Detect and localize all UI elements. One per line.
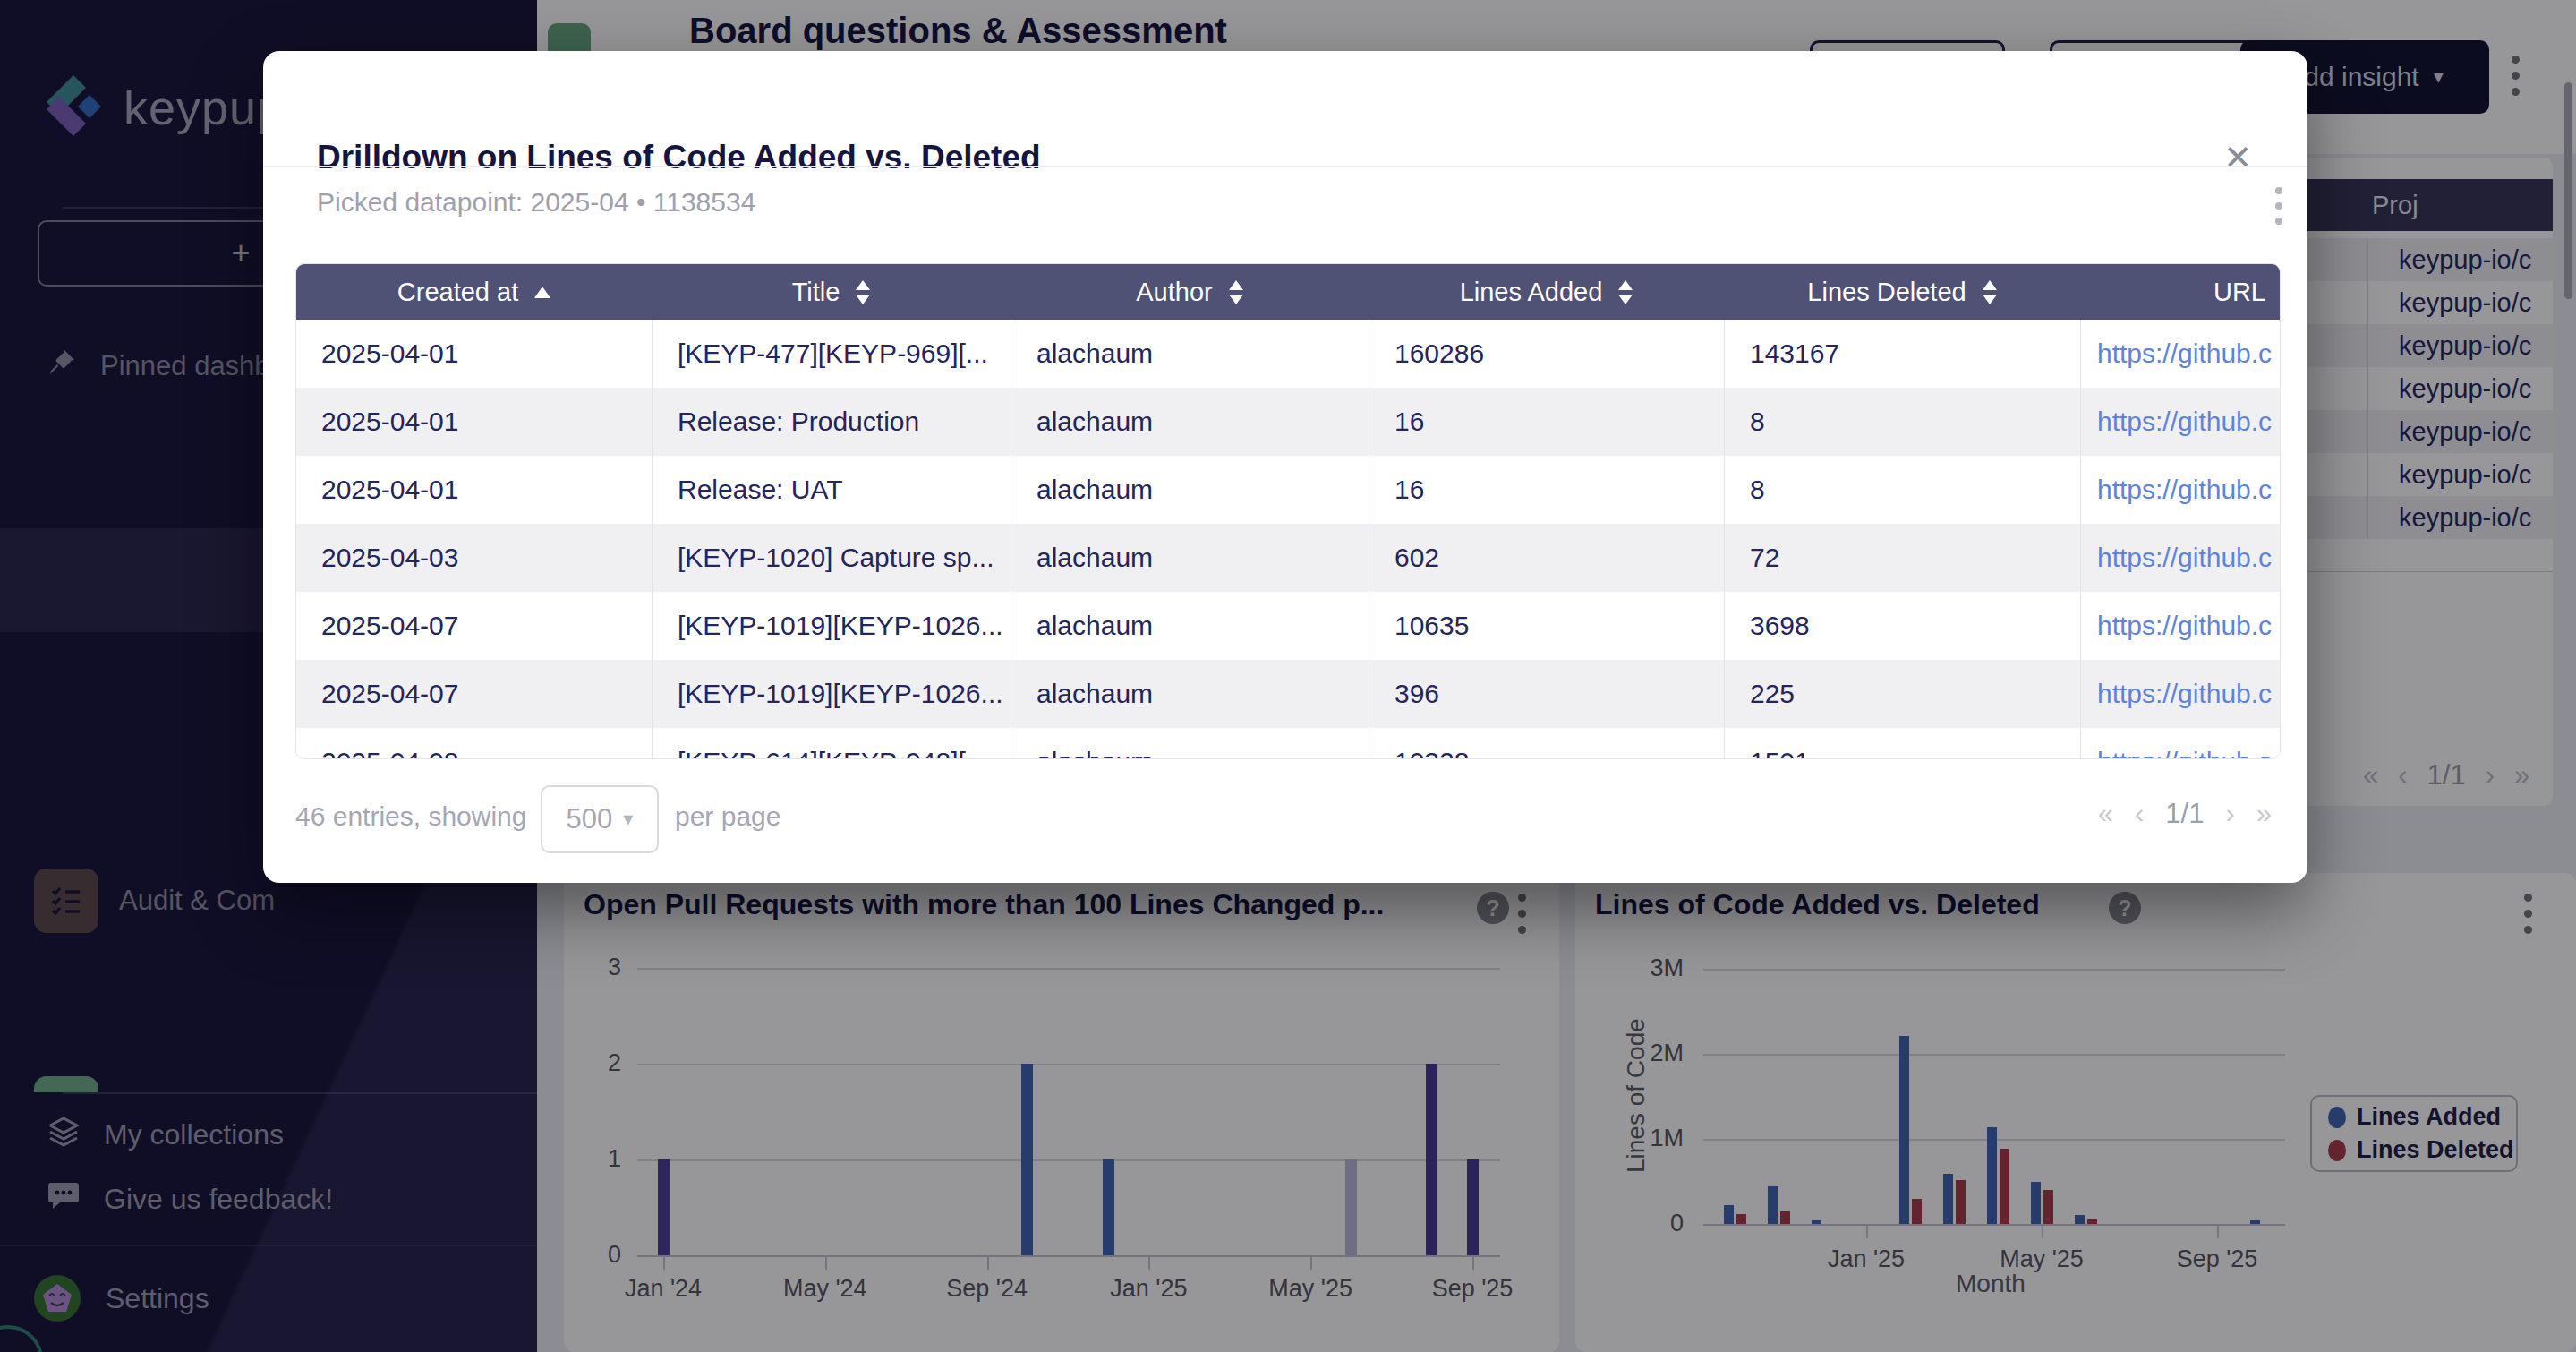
sort-asc-icon [534, 287, 550, 298]
prev-page-icon[interactable]: ‹ [2135, 798, 2144, 830]
column-header[interactable]: Author [1011, 264, 1369, 320]
column-label: Lines Deleted [1807, 278, 1966, 307]
url-link[interactable]: https://github.c [2080, 456, 2281, 524]
table-cell: 2025-04-07 [296, 592, 652, 660]
url-link[interactable]: https://github.c [2080, 592, 2281, 660]
sort-icon [1229, 280, 1243, 304]
url-link[interactable]: https://github.c [2080, 728, 2281, 759]
table-cell: 2025-04-08 [296, 728, 652, 759]
page-size-select[interactable]: 500 ▾ [541, 785, 659, 853]
table-cell: 72 [1724, 524, 2080, 592]
table-cell: 2025-04-01 [296, 320, 652, 388]
table-cell: 143167 [1724, 320, 2080, 388]
table-cell: 2025-04-07 [296, 660, 652, 728]
table-row[interactable]: 2025-04-07[KEYP-1019][KEYP-1026...alacha… [296, 592, 2281, 660]
table-footer: 46 entries, showing 500 ▾ per page « ‹ 1… [295, 785, 2281, 855]
sort-icon [856, 280, 870, 304]
page-size-value: 500 [567, 803, 613, 835]
url-link[interactable]: https://github.c [2080, 524, 2281, 592]
divider [263, 166, 2307, 167]
url-link[interactable]: https://github.c [2080, 660, 2281, 728]
table-row[interactable]: 2025-04-07[KEYP-1019][KEYP-1026...alacha… [296, 660, 2281, 728]
modal-title: Drilldown on Lines of Code Added vs. Del… [317, 139, 1041, 176]
table-cell: 396 [1369, 660, 1724, 728]
column-label: Title [792, 278, 840, 307]
modal-pagination: « ‹ 1/1 › » [2098, 798, 2272, 830]
table-cell: 160286 [1369, 320, 1724, 388]
table-cell: 8 [1724, 456, 2080, 524]
table-row[interactable]: 2025-04-03[KEYP-1020] Capture sp...alach… [296, 524, 2281, 592]
table-cell: 2025-04-01 [296, 388, 652, 456]
table-row[interactable]: 2025-04-01Release: Productionalachaum168… [296, 388, 2281, 456]
entries-count: 46 entries, showing [295, 801, 527, 832]
table-cell: [KEYP-477][KEYP-969][... [652, 320, 1011, 388]
table-cell: 602 [1369, 524, 1724, 592]
sort-icon [1983, 280, 1997, 304]
table-cell: alachaum [1011, 728, 1369, 759]
drilldown-modal: Drilldown on Lines of Code Added vs. Del… [263, 51, 2307, 883]
table-cell: [KEYP-1019][KEYP-1026... [652, 592, 1011, 660]
table-cell: 16 [1369, 456, 1724, 524]
app-root: Board questions & Assessment Add insight… [0, 0, 2576, 1352]
column-header[interactable]: URL [2080, 264, 2281, 320]
table-cell: 2025-04-01 [296, 456, 652, 524]
table-cell: alachaum [1011, 592, 1369, 660]
table-cell: alachaum [1011, 660, 1369, 728]
table-cell: 225 [1724, 660, 2080, 728]
table-cell: [KEYP-1019][KEYP-1026... [652, 660, 1011, 728]
table-cell: 10328 [1369, 728, 1724, 759]
column-header[interactable]: Lines Deleted [1724, 264, 2080, 320]
table-cell: alachaum [1011, 388, 1369, 456]
close-icon[interactable]: ✕ [2223, 141, 2252, 175]
column-header[interactable]: Created at [296, 264, 652, 320]
table-cell: Release: Production [652, 388, 1011, 456]
table-cell: 8 [1724, 388, 2080, 456]
table-cell: 10635 [1369, 592, 1724, 660]
table-cell: alachaum [1011, 524, 1369, 592]
table-cell: [KEYP-1020] Capture sp... [652, 524, 1011, 592]
table-cell: alachaum [1011, 320, 1369, 388]
column-label: Author [1136, 278, 1212, 307]
drilldown-table: Created at Title Author Lines Added Lines De… [295, 263, 2281, 759]
table-cell: 2025-04-03 [296, 524, 652, 592]
table-cell: [KEYP-614][KEYP-948][ [652, 728, 1011, 759]
table-row[interactable]: 2025-04-01[KEYP-477][KEYP-969][...alacha… [296, 320, 2281, 388]
column-header[interactable]: Lines Added [1369, 264, 1724, 320]
table-cell: 1501 [1724, 728, 2080, 759]
table-header-row: Created at Title Author Lines Added Lines De… [296, 264, 2281, 320]
column-label: URL [2213, 278, 2265, 307]
picked-datapoint: Picked datapoint: 2025-04 • 1138534 [317, 187, 755, 218]
table-cell: 3698 [1724, 592, 2080, 660]
page-indicator: 1/1 [2165, 798, 2204, 830]
first-page-icon[interactable]: « [2098, 798, 2113, 830]
url-link[interactable]: https://github.c [2080, 320, 2281, 388]
table-body: 2025-04-01[KEYP-477][KEYP-969][...alacha… [296, 320, 2281, 759]
table-row[interactable]: 2025-04-08[KEYP-614][KEYP-948][alachaum1… [296, 728, 2281, 759]
chevron-down-icon: ▾ [623, 808, 633, 831]
table-cell: 16 [1369, 388, 1724, 456]
column-label: Lines Added [1460, 278, 1603, 307]
last-page-icon[interactable]: » [2256, 798, 2272, 830]
sort-icon [1618, 280, 1633, 304]
table-kebab-icon[interactable] [2275, 187, 2282, 225]
url-link[interactable]: https://github.c [2080, 388, 2281, 456]
table-cell: alachaum [1011, 456, 1369, 524]
column-header[interactable]: Title [652, 264, 1011, 320]
next-page-icon[interactable]: › [2225, 798, 2234, 830]
table-cell: Release: UAT [652, 456, 1011, 524]
column-label: Created at [397, 278, 518, 307]
table-row[interactable]: 2025-04-01Release: UATalachaum168https:/… [296, 456, 2281, 524]
per-page-label: per page [675, 801, 780, 832]
